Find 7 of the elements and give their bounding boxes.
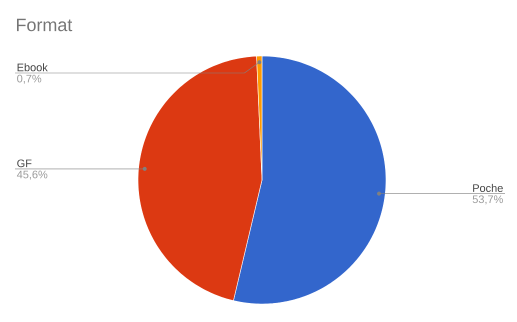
slice-label: Ebook: [18, 63, 48, 72]
slice-label: GF: [17, 159, 32, 168]
slice-label: Poche: [473, 184, 503, 192]
chart-title: Format: [16, 18, 72, 32]
data-label: 53,7%: [472, 195, 503, 204]
data-label: 0,7%: [17, 74, 42, 84]
data-label: 45,6%: [16, 170, 48, 180]
